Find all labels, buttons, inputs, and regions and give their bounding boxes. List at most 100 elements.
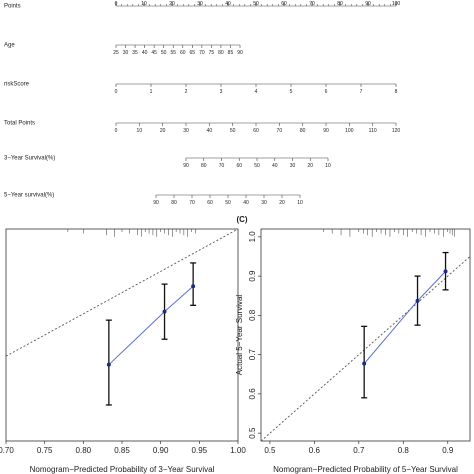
nomogram-tick-label: 35 <box>132 50 138 56</box>
x-axis-label: Nomogram−Predicted Probability of 5−Year… <box>273 465 458 474</box>
x-tick-label: 1.00 <box>230 446 246 455</box>
y-axis-label: Actual 5−Year Survival <box>235 295 244 376</box>
nomogram-tick-label: 40 <box>207 128 213 134</box>
nomogram-tick-label: 100 <box>392 1 401 7</box>
x-tick-label: 0.5 <box>264 446 276 455</box>
nomogram-tick-label: 90 <box>323 128 329 134</box>
x-tick-label: 0.95 <box>192 446 208 455</box>
nomogram-tick-label: 5 <box>290 89 293 95</box>
nomogram-tick-label: 80 <box>201 163 207 169</box>
nomogram-tick-label: 0 <box>115 89 118 95</box>
nomogram-tick-label: 50 <box>230 128 236 134</box>
nomogram-tick-label: 60 <box>207 200 213 206</box>
x-axis-label: Nomogram−Predicted Probability of 3−Year… <box>30 465 215 474</box>
x-tick-label: 0.80 <box>76 446 92 455</box>
nomogram-tick-label: 10 <box>137 128 143 134</box>
nomogram-tick-label: 80 <box>171 200 177 206</box>
x-tick-label: 0.85 <box>114 446 130 455</box>
nomogram-row-label: riskScore <box>4 82 30 88</box>
plot-frame <box>260 228 471 442</box>
x-tick-label: 0.9 <box>442 446 454 455</box>
nomogram-tick-label: 50 <box>161 50 167 56</box>
nomogram-tick-label: 90 <box>183 163 189 169</box>
data-point <box>443 269 448 274</box>
plot-frame <box>5 228 239 442</box>
reference-diagonal <box>260 256 471 442</box>
x-tick-label: 0.8 <box>398 446 410 455</box>
x-tick-label: 0.75 <box>37 446 53 455</box>
nomogram-tick-label: 1 <box>150 89 153 95</box>
nomogram-tick-label: 70 <box>199 50 205 56</box>
nomogram-tick-label: 0 <box>115 1 118 7</box>
nomogram-tick-label: 10 <box>297 200 303 206</box>
nomogram-row-label: Age <box>4 43 15 49</box>
y-tick-label: 0.9 <box>248 270 257 282</box>
reference-diagonal <box>5 228 239 357</box>
y-tick-label: 0.6 <box>248 388 257 400</box>
nomogram-tick-label: 40 <box>142 50 148 56</box>
data-point <box>415 298 420 303</box>
x-tick-label: 0.70 <box>0 446 14 455</box>
x-tick-label: 0.6 <box>309 446 321 455</box>
nomogram-tick-label: 30 <box>123 50 129 56</box>
nomogram-tick-label: 8 <box>395 89 398 95</box>
nomogram-tick-label: 6 <box>325 89 328 95</box>
nomogram-tick-label: 30 <box>261 200 267 206</box>
nomogram-tick-label: 10 <box>141 1 147 7</box>
nomogram-tick-label: 3 <box>220 89 223 95</box>
nomogram-row-label: Total Points <box>4 121 35 127</box>
nomogram-tick-label: 85 <box>228 50 234 56</box>
calibration-plot-5-year: 0.5 0.6 0.7 0.8 0.9 0.5 0.6 0.7 0.8 0.9 1.0 Nomogra… <box>235 215 471 474</box>
data-point <box>362 361 367 366</box>
nomogram-tick-label: 50 <box>253 1 259 7</box>
nomogram-tick-label: 50 <box>254 163 260 169</box>
nomogram-tick-label: 90 <box>365 1 371 7</box>
nomogram-tick-label: 30 <box>290 163 296 169</box>
nomogram-tick-label: 30 <box>197 1 203 7</box>
nomogram-tick-label: 40 <box>243 200 249 206</box>
nomogram-tick-label: 70 <box>309 1 315 7</box>
nomogram-tick-label: 2 <box>185 89 188 95</box>
nomogram-tick-label: 70 <box>189 200 195 206</box>
nomogram-tick-label: 60 <box>180 50 186 56</box>
nomogram-row-label: Points <box>4 4 21 10</box>
data-point <box>106 362 111 367</box>
nomogram-tick-label: 55 <box>170 50 176 56</box>
y-tick-label: 1.0 <box>248 231 257 243</box>
nomogram-tick-label: 70 <box>219 163 225 169</box>
nomogram-tick-label: 20 <box>279 200 285 206</box>
calibration-plot-3-year: 0.70 0.75 0.80 0.85 0.90 0.95 1.00 Nomogram−Pre… <box>0 228 246 474</box>
nomogram-tick-label: 90 <box>237 50 243 56</box>
data-point <box>162 309 167 314</box>
nomogram-tick-label: 120 <box>392 128 401 134</box>
nomogram-tick-label: 100 <box>345 128 354 134</box>
panel-label: (C) <box>236 215 247 224</box>
nomogram-tick-label: 20 <box>160 128 166 134</box>
calibration-line <box>108 285 194 366</box>
nomogram-tick-label: 45 <box>151 50 157 56</box>
y-tick-label: 0.8 <box>248 309 257 321</box>
nomogram-tick-label: 20 <box>169 1 175 7</box>
nomogram-tick-label: 60 <box>281 1 287 7</box>
nomogram-tick-label: 75 <box>209 50 215 56</box>
nomogram-tick-label: 60 <box>236 163 242 169</box>
nomogram-tick-label: 4 <box>255 89 258 95</box>
nomogram-tick-label: 70 <box>277 128 283 134</box>
nomogram-tick-label: 80 <box>337 1 343 7</box>
nomogram-tick-label: 110 <box>369 128 377 134</box>
nomogram-tick-label: 50 <box>225 200 231 206</box>
nomogram-tick-label: 65 <box>190 50 196 56</box>
calibration-line <box>363 271 446 364</box>
nomogram-tick-label: 80 <box>218 50 224 56</box>
y-tick-label: 0.5 <box>248 427 257 439</box>
nomogram-tick-label: 7 <box>360 89 363 95</box>
nomogram-tick-label: 20 <box>307 163 313 169</box>
x-tick-label: 0.7 <box>353 446 365 455</box>
nomogram-row-label: 5−Year survival(%) <box>4 193 54 199</box>
nomogram-tick-label: 60 <box>253 128 259 134</box>
nomogram-row-label: 3−Year Survival(%) <box>4 156 55 162</box>
nomogram-tick-label: 40 <box>225 1 231 7</box>
y-tick-label: 0.7 <box>248 349 257 361</box>
